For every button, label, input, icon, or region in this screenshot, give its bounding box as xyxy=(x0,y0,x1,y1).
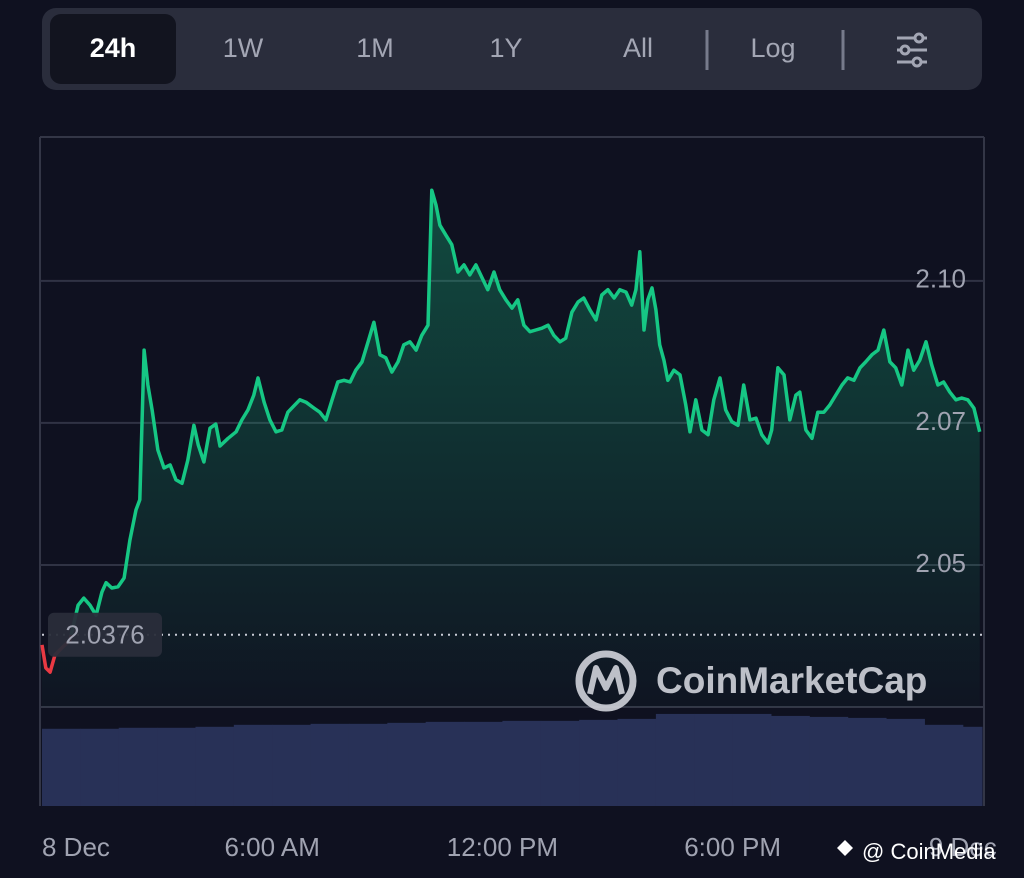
baseline-label: 2.0376 xyxy=(65,620,145,650)
volume-bars xyxy=(42,713,983,806)
volume-bar xyxy=(809,716,849,806)
price-area xyxy=(42,190,980,708)
settings-button[interactable] xyxy=(897,32,927,68)
volume-bar xyxy=(770,715,810,806)
volume-bar xyxy=(540,720,580,806)
x-axis: 8 Dec 6:00 AM 12:00 PM 6:00 PM 9 Dec xyxy=(42,832,997,862)
x-tick-label: 12:00 PM xyxy=(447,832,558,862)
volume-bar xyxy=(387,722,427,806)
y-tick-label: 2.10 xyxy=(915,264,966,294)
volume-bar xyxy=(847,717,887,806)
x-tick-label: 6:00 AM xyxy=(225,832,320,862)
baseline-label-bg xyxy=(48,612,162,657)
y-tick-label: 2.05 xyxy=(915,548,966,578)
range-button[interactable]: 1W xyxy=(223,33,264,63)
volume-bar xyxy=(617,718,657,806)
overlay-watermark: @ CoinMedia xyxy=(837,839,996,864)
volume-bar xyxy=(694,713,734,806)
x-tick-label: 9 Dec xyxy=(929,832,997,862)
price-line xyxy=(40,188,982,674)
volume-bar xyxy=(272,724,312,806)
volume-bar xyxy=(732,713,772,806)
brand-logo xyxy=(575,650,637,712)
volume-bar xyxy=(924,724,964,806)
range-button[interactable]: All xyxy=(623,33,653,63)
volume-bar xyxy=(464,721,503,806)
range-button[interactable]: 1Y xyxy=(489,33,522,63)
volume-bar xyxy=(502,720,542,806)
toolbar-bg xyxy=(42,8,982,90)
volume-bar xyxy=(42,728,81,806)
brand-watermark: CoinMarketCap xyxy=(575,650,927,712)
volume-bar xyxy=(80,728,120,806)
volume-bar xyxy=(157,727,196,806)
range-button[interactable]: 24h xyxy=(90,33,137,63)
volume-bar xyxy=(655,713,695,806)
volume-bar xyxy=(118,727,158,806)
active-tab-bg xyxy=(50,14,176,84)
volume-bar xyxy=(233,724,273,806)
volume-bar xyxy=(348,723,388,806)
toolbar: Log 24h 1W 1M 1Y All xyxy=(42,8,982,90)
volume-bar xyxy=(195,726,235,806)
range-button[interactable]: 1M xyxy=(356,33,394,63)
watermark-text: @ CoinMedia xyxy=(862,839,996,864)
log-button[interactable]: Log xyxy=(750,33,795,63)
volume-bar xyxy=(886,718,925,806)
brand-name: CoinMarketCap xyxy=(656,660,927,701)
watermark-icon xyxy=(837,840,853,856)
series: 2.0376 2.05 2.07 2.10 xyxy=(40,188,982,708)
x-tick-label: 6:00 PM xyxy=(684,832,781,862)
brand-logo-mark xyxy=(587,665,625,695)
x-tick-label: 8 Dec xyxy=(42,832,110,862)
volume-bar xyxy=(962,726,983,806)
y-tick-label: 2.07 xyxy=(915,406,966,436)
volume-bar xyxy=(310,723,350,806)
volume-bar xyxy=(579,719,619,806)
volume-bar xyxy=(425,721,465,806)
